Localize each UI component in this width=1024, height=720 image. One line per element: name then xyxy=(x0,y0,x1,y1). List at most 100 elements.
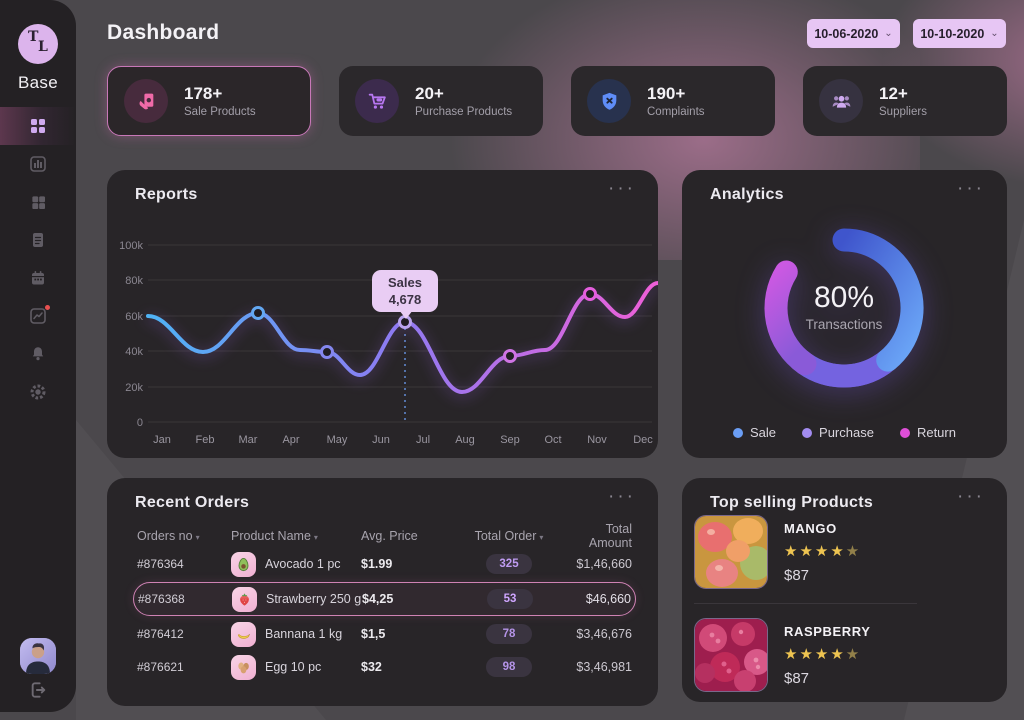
strawberry-icon xyxy=(232,586,257,612)
mango-photo xyxy=(694,515,768,589)
order-row-876412[interactable]: #876412 Bannana 1 kg $1,5 78 $3,46,676 xyxy=(133,619,636,649)
bar-chart-icon xyxy=(29,155,47,173)
gear-icon xyxy=(29,383,47,401)
legend-dot-return xyxy=(899,427,910,438)
svg-text:60k: 60k xyxy=(125,311,143,323)
stat-label: Purchase Products xyxy=(415,106,513,118)
top-product-mango[interactable]: MANGO ★★★★★ $87 xyxy=(694,515,991,589)
document-icon xyxy=(29,231,47,249)
legend-dot-sale xyxy=(733,427,743,438)
svg-text:Aug: Aug xyxy=(455,434,475,446)
svg-text:100k: 100k xyxy=(119,240,143,252)
top-products-menu-dots-icon[interactable]: ··· xyxy=(957,486,985,507)
sidebar-item-notifications[interactable] xyxy=(0,335,76,373)
reports-title: Reports xyxy=(135,186,198,203)
total-amount: $1,46,660 xyxy=(576,557,632,571)
order-id: #876412 xyxy=(137,627,184,641)
app-logo: T L xyxy=(18,24,58,64)
sort-arrow-icon: ▾ xyxy=(539,533,544,542)
product-name: Strawberry 250 g xyxy=(266,592,362,606)
product-name: RASPBERRY xyxy=(784,624,871,639)
order-row-876368-highlighted[interactable]: #876368 Strawberry 250 g $4,25 53 $46,66… xyxy=(133,582,636,616)
donut-segment-return[interactable] xyxy=(764,260,817,376)
avg-price: $1,5 xyxy=(361,627,386,641)
avg-price: $4,25 xyxy=(362,592,394,606)
total-order-badge: 78 xyxy=(486,624,532,644)
avg-price: $32 xyxy=(361,660,382,674)
orders-menu-dots-icon[interactable]: ··· xyxy=(608,486,636,507)
order-row-876364[interactable]: #876364 Avocado 1 pc $1.99 325 $1,46,660 xyxy=(133,549,636,579)
logout-icon[interactable] xyxy=(28,680,48,705)
analytics-menu-dots-icon[interactable]: ··· xyxy=(957,178,985,199)
tooltip-label: Sales xyxy=(388,275,422,290)
sidebar-item-widgets[interactable] xyxy=(0,183,76,221)
svg-text:40k: 40k xyxy=(125,346,143,358)
sidebar-item-performance[interactable] xyxy=(0,297,76,335)
legend-label: Sale xyxy=(750,425,777,440)
total-amount: $46,660 xyxy=(585,592,631,606)
sidebar-item-calendar[interactable] xyxy=(0,259,76,297)
sidebar-item-dashboard[interactable] xyxy=(0,107,76,145)
performance-chart-icon xyxy=(29,307,47,325)
sidebar-item-bar-chart[interactable] xyxy=(0,145,76,183)
legend-item-return[interactable]: Return xyxy=(899,425,956,440)
total-amount: $3,46,981 xyxy=(576,660,632,674)
stat-label: Suppliers xyxy=(879,106,927,118)
total-order-badge: 98 xyxy=(486,657,532,677)
top-product-raspberry[interactable]: RASPBERRY ★★★★★ $87 xyxy=(694,618,991,692)
column-header-orders-no[interactable]: Orders no ▾ xyxy=(137,529,200,543)
money-in-hand-icon xyxy=(124,79,168,123)
sidebar-item-documents[interactable] xyxy=(0,221,76,259)
stat-card-sale-products[interactable]: 178+ Sale Products xyxy=(107,66,311,136)
logo-monogram-t: T xyxy=(28,29,39,45)
sidebar-item-settings[interactable] xyxy=(0,373,76,411)
column-header-total-amount[interactable]: Total Amount xyxy=(588,522,632,550)
column-header-avg-price[interactable]: Avg. Price xyxy=(361,529,418,543)
tooltip-value: 4,678 xyxy=(389,292,422,307)
order-id: #876621 xyxy=(137,660,184,674)
avg-price: $1.99 xyxy=(361,557,393,571)
user-avatar[interactable] xyxy=(20,638,56,674)
y-axis-labels: 100k 80k 60k 40k 20k 0 xyxy=(119,240,143,429)
stat-card-purchase-products[interactable]: 20+ Purchase Products xyxy=(339,66,543,136)
top-products-title: Top selling Products xyxy=(710,494,874,511)
svg-text:Jun: Jun xyxy=(372,434,390,446)
sidebar: T L Base xyxy=(0,0,76,712)
svg-text:May: May xyxy=(327,434,348,446)
orders-table: Orders no ▾ Product Name ▾ Avg. Price Tota… xyxy=(133,522,636,682)
legend-label: Return xyxy=(916,425,956,440)
order-row-876621[interactable]: #876621 Egg 10 pc $32 98 $3,46,981 xyxy=(133,652,636,682)
donut-center-label: Transactions xyxy=(806,317,883,332)
transactions-donut-chart: 80% Transactions xyxy=(744,208,944,408)
date-end-value: 10-10-2020 xyxy=(920,26,985,41)
legend-item-sale[interactable]: Sale xyxy=(733,425,776,440)
total-order-badge: 53 xyxy=(487,589,533,609)
recent-orders-title: Recent Orders xyxy=(135,494,250,511)
stat-card-suppliers[interactable]: 12+ Suppliers xyxy=(803,66,1007,136)
rating-stars: ★★★★★ xyxy=(784,544,861,559)
stars-filled: ★★★★ xyxy=(784,646,846,663)
product-name: Egg 10 pc xyxy=(265,660,322,674)
donut-segment-purchase2 xyxy=(793,348,900,388)
legend-item-purchase[interactable]: Purchase xyxy=(802,425,874,440)
sort-arrow-icon: ▾ xyxy=(195,533,200,542)
column-header-product-name[interactable]: Product Name ▾ xyxy=(231,529,318,543)
column-header-total-order[interactable]: Total Order ▾ xyxy=(474,529,544,543)
svg-text:Dec: Dec xyxy=(633,434,653,446)
stat-value: 190+ xyxy=(647,84,686,103)
stat-card-complaints[interactable]: 190+ Complaints xyxy=(571,66,775,136)
star-empty: ★ xyxy=(845,543,862,560)
stat-label: Complaints xyxy=(647,106,705,118)
date-range-end-dropdown[interactable]: 10-10-2020 ⌄ xyxy=(913,19,1006,48)
legend-dot-purchase xyxy=(802,427,813,438)
svg-text:Nov: Nov xyxy=(587,434,607,446)
svg-text:Feb: Feb xyxy=(196,434,215,446)
orders-table-header: Orders no ▾ Product Name ▾ Avg. Price Tota… xyxy=(133,522,636,550)
shopping-cart-icon xyxy=(355,79,399,123)
recent-orders-card: Recent Orders ··· Orders no ▾ Product Nam… xyxy=(107,478,658,706)
date-range-start-dropdown[interactable]: 10-06-2020 ⌄ xyxy=(807,19,900,48)
product-name: MANGO xyxy=(784,521,837,536)
total-order-badge: 325 xyxy=(486,554,532,574)
svg-text:80k: 80k xyxy=(125,275,143,287)
notification-dot xyxy=(45,305,50,310)
